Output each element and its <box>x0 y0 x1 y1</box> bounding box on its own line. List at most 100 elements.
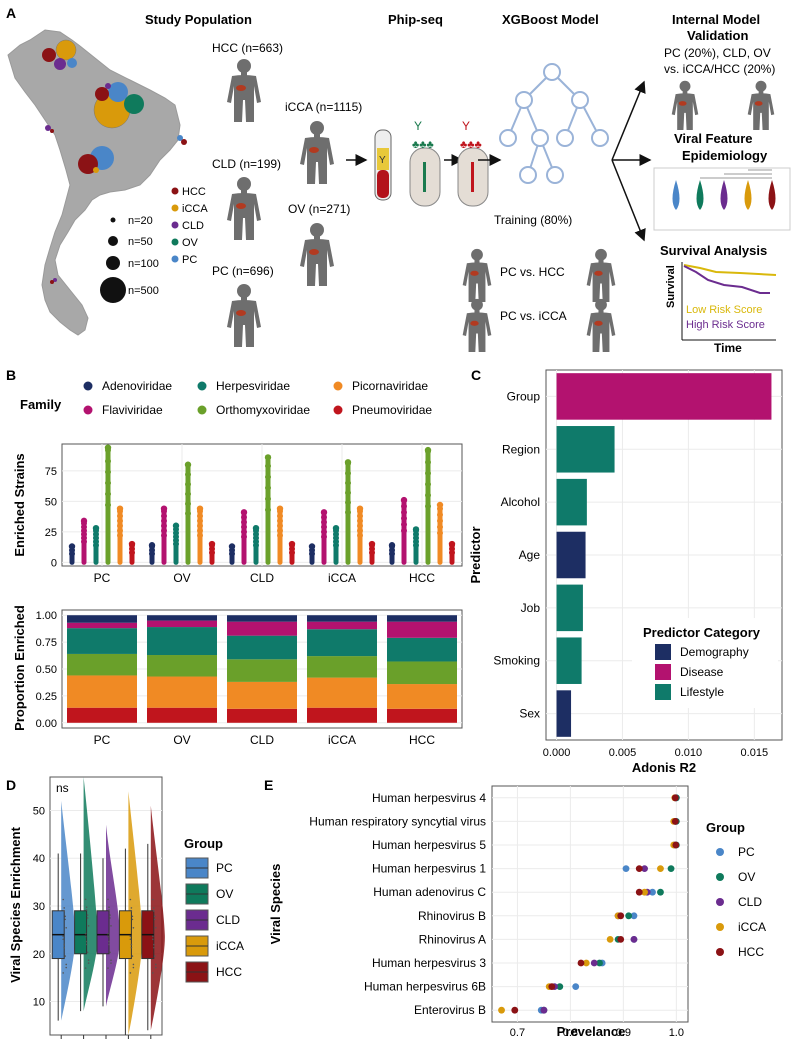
strains-point-orthomyxoviridae <box>345 499 351 506</box>
jitter-point <box>132 926 135 929</box>
strains-point-flaviviridae <box>80 517 88 525</box>
legend-d-hcc: HCC <box>216 965 242 979</box>
prop-bar-herpesviridae <box>147 627 217 656</box>
cohort-hcc: HCC (n=663) <box>212 41 283 55</box>
prop-bar-herpesviridae <box>67 628 137 654</box>
legend-e-swatch-icca <box>716 923 724 931</box>
prev-point-ov <box>657 888 664 896</box>
cohort-cld: CLD (n=199) <box>212 157 281 171</box>
strains-point-flaviviridae <box>321 519 327 526</box>
box-ytick: 50 <box>33 805 45 817</box>
prop-bar-herpesviridae <box>307 629 377 657</box>
strains-point-flaviviridae <box>401 503 407 510</box>
jitter-point <box>84 967 87 969</box>
bubble-cld-ne <box>105 83 111 89</box>
adonis-ytick: Alcohol <box>501 495 540 509</box>
strains-point-flaviviridae <box>161 512 167 519</box>
prop-bar-flaviviridae <box>147 620 217 628</box>
strains-point-pneumoviridae <box>368 540 376 548</box>
jitter-point <box>63 907 65 909</box>
strains-point-flaviviridae <box>401 527 407 534</box>
internal-title-1: Internal Model <box>672 12 760 27</box>
legend-demography-swatch <box>655 644 671 660</box>
svg-text:♣♣♣: ♣♣♣ <box>460 139 482 151</box>
adonis-bar-group <box>556 373 772 420</box>
prev-xtick: 0.9 <box>616 1027 631 1039</box>
prop-bar-picornaviridae <box>307 677 377 708</box>
jitter-point <box>63 943 65 946</box>
strains-point-flaviviridae <box>321 528 327 535</box>
prev-point-hcc <box>617 912 625 920</box>
enriched-strains-plot: 0 25 50 75 PC OV CLD iCCA HCC <box>45 444 462 585</box>
violin-cld <box>106 824 121 1007</box>
strains-point-picornaviridae <box>197 517 203 524</box>
ns-annotation: ns <box>56 781 69 795</box>
group-legend-d: PC OV CLD iCCA HCC <box>185 857 244 983</box>
jitter-point <box>84 898 87 901</box>
prop-bar-picornaviridae <box>227 681 297 709</box>
jitter-point <box>84 932 87 935</box>
strains-point-orthomyxoviridae <box>345 489 351 496</box>
prev-ytick: Human herpesvirus 6B <box>364 980 486 994</box>
legend-e-hcc: HCC <box>738 945 764 959</box>
jitter-point <box>87 959 90 962</box>
legend-e-icca: iCCA <box>738 920 766 934</box>
prop-bar-orthomyxoviridae <box>387 661 457 685</box>
adonis-bar-job <box>556 584 583 632</box>
strains-point-picornaviridae <box>197 512 203 519</box>
strains-ylabel: Enriched Strains <box>12 453 27 556</box>
strains-point-orthomyxoviridae <box>264 454 272 461</box>
strains-point-picornaviridae <box>357 522 363 529</box>
legend-e-cld: CLD <box>738 895 762 909</box>
jitter-point <box>109 914 111 916</box>
panel-c: C 0.000 0.005 0.010 0.015 Group Region Alcohol… <box>468 367 783 775</box>
prev-point-hcc <box>672 841 680 849</box>
legend-disease: Disease <box>680 665 724 679</box>
jitter-point <box>155 966 157 969</box>
panel-e: E 0.7 0.8 0.9 1.0 Human herpesvirus 4 Human r… <box>264 777 766 1039</box>
bubble-icca-north <box>55 39 77 61</box>
size-legend-500: n=500 <box>128 285 159 297</box>
jitter-point <box>154 918 156 921</box>
prop-bar-orthomyxoviridae <box>147 655 217 677</box>
jitter-point <box>108 943 110 946</box>
prop-bar-flaviviridae <box>67 622 137 629</box>
strains-point-picornaviridae <box>437 523 443 530</box>
jitter-point <box>155 926 157 929</box>
prev-point-hcc <box>617 936 625 943</box>
legend-d-cld: CLD <box>216 913 240 927</box>
prev-ytick: Human herpesvirus 4 <box>372 791 486 805</box>
predictor-legend-title: Predictor Category <box>643 625 761 640</box>
jitter-point <box>110 925 112 927</box>
strains-point-orthomyxoviridae <box>104 444 112 451</box>
jitter-point <box>86 917 89 919</box>
prev-point-pc <box>630 912 638 920</box>
pc-vs-hcc-label: PC vs. HCC <box>500 265 565 279</box>
family-swatch-herpesviridae <box>197 381 207 391</box>
bubble-icca-c <box>93 167 99 173</box>
human-train1-icon <box>462 248 492 302</box>
phage-icon-green: ♣♣♣ Y <box>409 119 441 207</box>
survival-xlabel: Time <box>714 341 742 355</box>
prev-ytick: Rhinovirus B <box>418 909 486 923</box>
violin-hcc <box>150 805 165 1031</box>
jitter-point <box>64 918 66 921</box>
enrichment-boxplot: 10 20 30 40 50 <box>33 777 165 1039</box>
group-legend-a: HCC iCCA CLD OV PC <box>171 186 208 266</box>
jitter-point <box>132 963 135 966</box>
jitter-point <box>108 906 110 908</box>
bubble-cld-s <box>53 278 57 282</box>
prop-bar-adenoviridae <box>67 615 137 623</box>
family-swatch-orthomyxoviridae <box>197 405 207 415</box>
family-label-herpesviridae: Herpesviridae <box>216 379 290 393</box>
prop-bar-pneumoviridae <box>147 707 217 723</box>
strains-point-orthomyxoviridae <box>265 484 271 491</box>
strains-point-picornaviridae <box>196 505 204 512</box>
prop-xtick: HCC <box>409 733 435 747</box>
strains-point-orthomyxoviridae <box>425 470 431 477</box>
panel-d: D 10 20 30 40 50 ns Viral Species Enrichment… <box>6 776 244 1039</box>
prev-point-icca <box>657 865 664 872</box>
prop-bar-adenoviridae <box>307 615 377 622</box>
jitter-point <box>129 935 132 937</box>
strains-point-herpesviridae <box>172 522 180 529</box>
